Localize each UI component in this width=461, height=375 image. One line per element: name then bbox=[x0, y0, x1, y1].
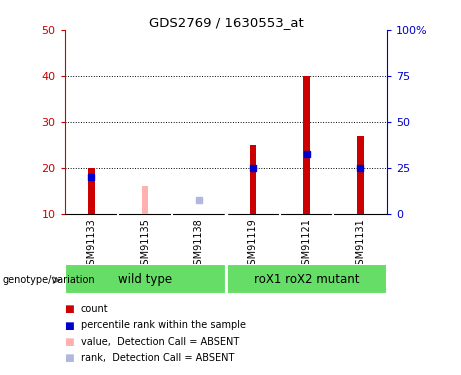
Text: GSM91133: GSM91133 bbox=[86, 218, 96, 270]
Text: percentile rank within the sample: percentile rank within the sample bbox=[81, 321, 246, 330]
Bar bbox=[88, 168, 95, 214]
Text: ■: ■ bbox=[65, 353, 74, 363]
Text: ■: ■ bbox=[65, 337, 74, 346]
Text: wild type: wild type bbox=[118, 273, 172, 286]
Text: roX1 roX2 mutant: roX1 roX2 mutant bbox=[254, 273, 359, 286]
Title: GDS2769 / 1630553_at: GDS2769 / 1630553_at bbox=[148, 16, 303, 29]
Text: GSM91121: GSM91121 bbox=[301, 218, 312, 271]
Bar bbox=[249, 145, 256, 214]
Bar bbox=[357, 136, 364, 214]
Text: rank,  Detection Call = ABSENT: rank, Detection Call = ABSENT bbox=[81, 353, 234, 363]
Text: GSM91119: GSM91119 bbox=[248, 218, 258, 270]
Bar bbox=[226, 264, 387, 294]
Text: GSM91135: GSM91135 bbox=[140, 218, 150, 271]
Text: value,  Detection Call = ABSENT: value, Detection Call = ABSENT bbox=[81, 337, 239, 346]
Bar bbox=[142, 186, 148, 214]
Text: genotype/variation: genotype/variation bbox=[2, 275, 95, 285]
Bar bbox=[303, 76, 310, 214]
Text: ■: ■ bbox=[65, 304, 74, 314]
Bar bbox=[65, 264, 226, 294]
Text: count: count bbox=[81, 304, 108, 314]
Text: ■: ■ bbox=[65, 321, 74, 330]
Text: GSM91131: GSM91131 bbox=[355, 218, 366, 270]
Text: GSM91138: GSM91138 bbox=[194, 218, 204, 270]
